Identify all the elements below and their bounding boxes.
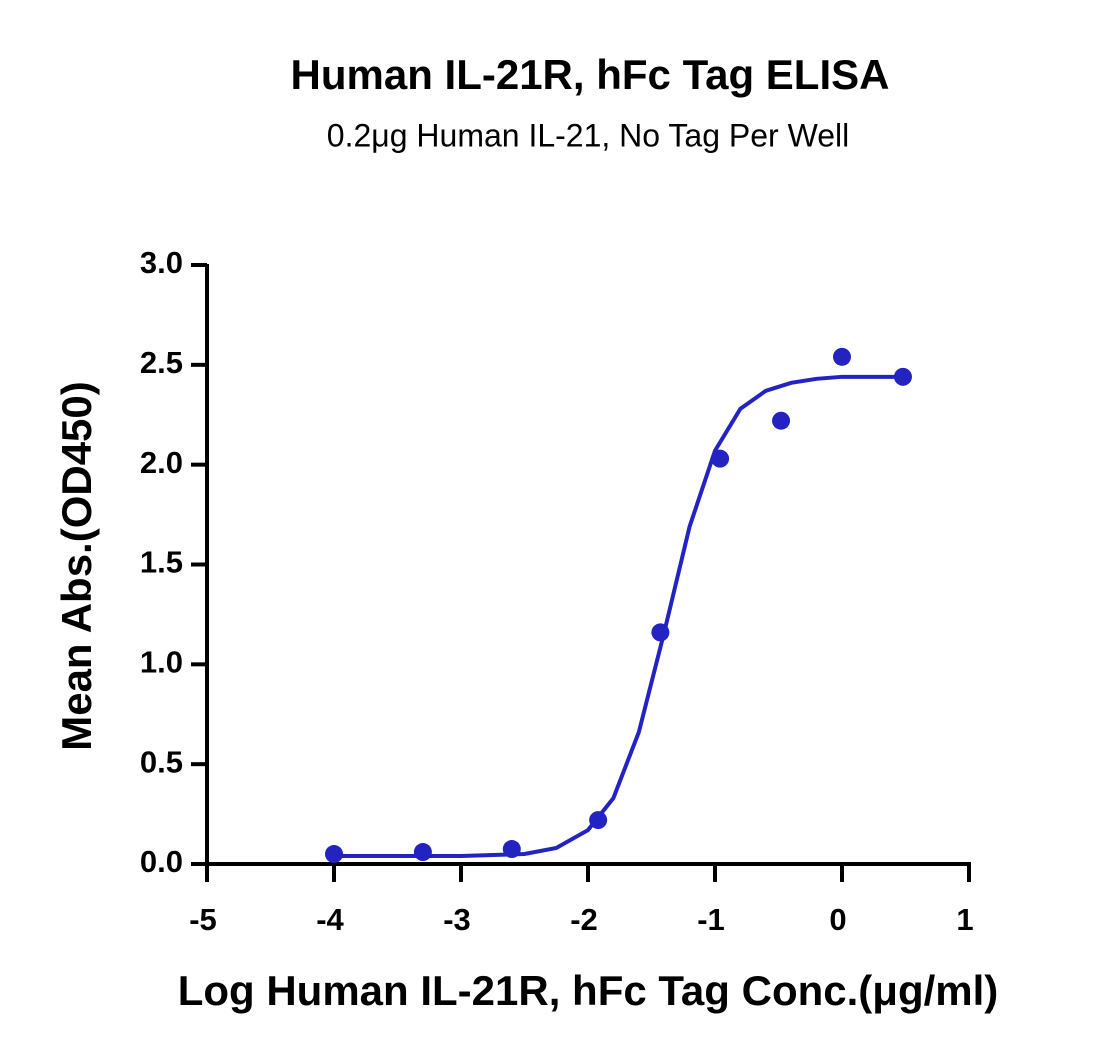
x-tick-label: 0	[829, 902, 846, 937]
data-point	[651, 623, 670, 642]
x-axis-label: Log Human IL-21R, hFc Tag Conc.(μg/ml)	[178, 967, 999, 1014]
y-tick-label: 2.5	[140, 345, 183, 380]
x-tick-label: -4	[316, 902, 344, 937]
x-tick-label: -5	[189, 902, 217, 937]
chart-subtitle: 0.2μg Human IL-21, No Tag Per Well	[327, 117, 849, 153]
y-tick-label: 3.0	[140, 245, 183, 280]
x-tick-label: -1	[697, 902, 725, 937]
y-tick-label: 0.5	[140, 744, 183, 779]
data-point	[711, 449, 730, 468]
y-tick-label: 0.0	[140, 844, 183, 879]
y-tick-label: 2.0	[140, 445, 183, 480]
data-point	[325, 845, 343, 864]
x-tick-label: -2	[570, 902, 598, 937]
data-point	[502, 840, 521, 859]
data-point	[413, 843, 432, 862]
data-point	[589, 811, 608, 830]
y-tick-label: 1.0	[140, 645, 183, 680]
data-point	[772, 411, 791, 430]
data-point	[833, 347, 851, 366]
x-tick-label: -3	[443, 902, 471, 937]
y-axis-label: Mean Abs.(OD450)	[53, 381, 100, 751]
x-tick-label: 1	[956, 902, 973, 937]
chart-title: Human IL-21R, hFc Tag ELISA	[291, 51, 890, 98]
y-tick-label: 1.5	[140, 545, 183, 580]
fit-curve	[334, 374, 903, 859]
data-point	[893, 367, 912, 386]
